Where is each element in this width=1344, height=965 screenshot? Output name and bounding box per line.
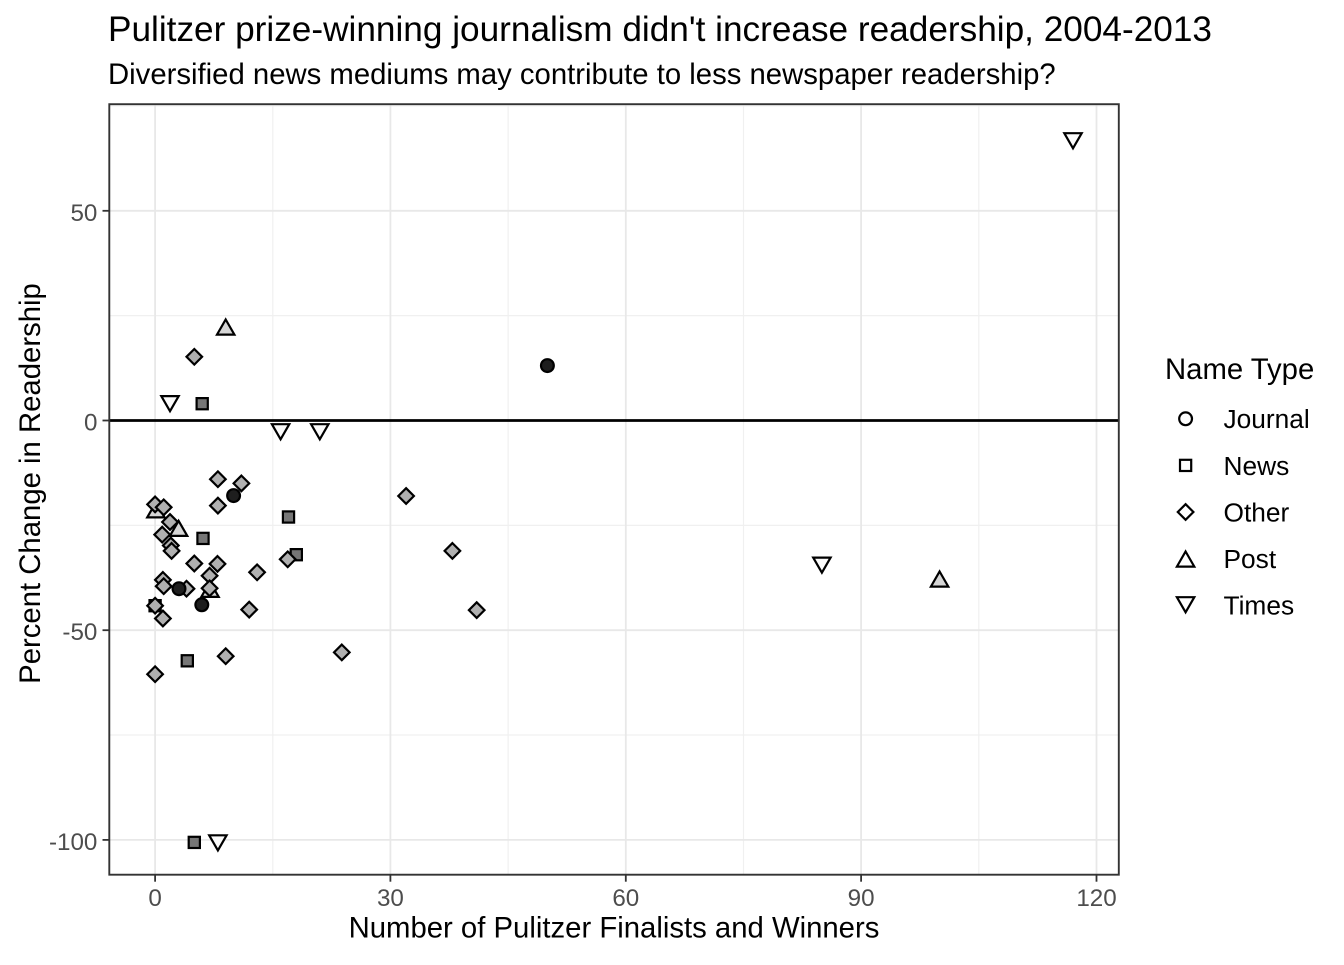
svg-text:90: 90 (848, 885, 875, 912)
svg-text:120: 120 (1076, 885, 1116, 912)
svg-text:30: 30 (377, 885, 404, 912)
svg-text:50: 50 (70, 200, 97, 227)
svg-text:Name Type: Name Type (1165, 353, 1314, 386)
svg-text:Other: Other (1224, 497, 1290, 527)
svg-text:Number of Pulitzer Finalists a: Number of Pulitzer Finalists and Winners (349, 912, 880, 945)
svg-text:Pulitzer prize-winning journal: Pulitzer prize-winning journalism didn't… (108, 10, 1212, 49)
svg-text:-50: -50 (62, 619, 97, 646)
svg-text:0: 0 (84, 410, 97, 437)
svg-text:60: 60 (612, 885, 639, 912)
svg-text:Diversified news mediums may c: Diversified news mediums may contribute … (108, 58, 1056, 91)
svg-text:0: 0 (148, 885, 161, 912)
svg-text:Percent Change in Readership: Percent Change in Readership (14, 283, 47, 684)
svg-text:News: News (1224, 451, 1290, 481)
svg-text:Post: Post (1224, 544, 1277, 574)
svg-text:-100: -100 (49, 829, 97, 856)
svg-text:Journal: Journal (1224, 404, 1310, 434)
svg-text:Times: Times (1224, 591, 1295, 621)
